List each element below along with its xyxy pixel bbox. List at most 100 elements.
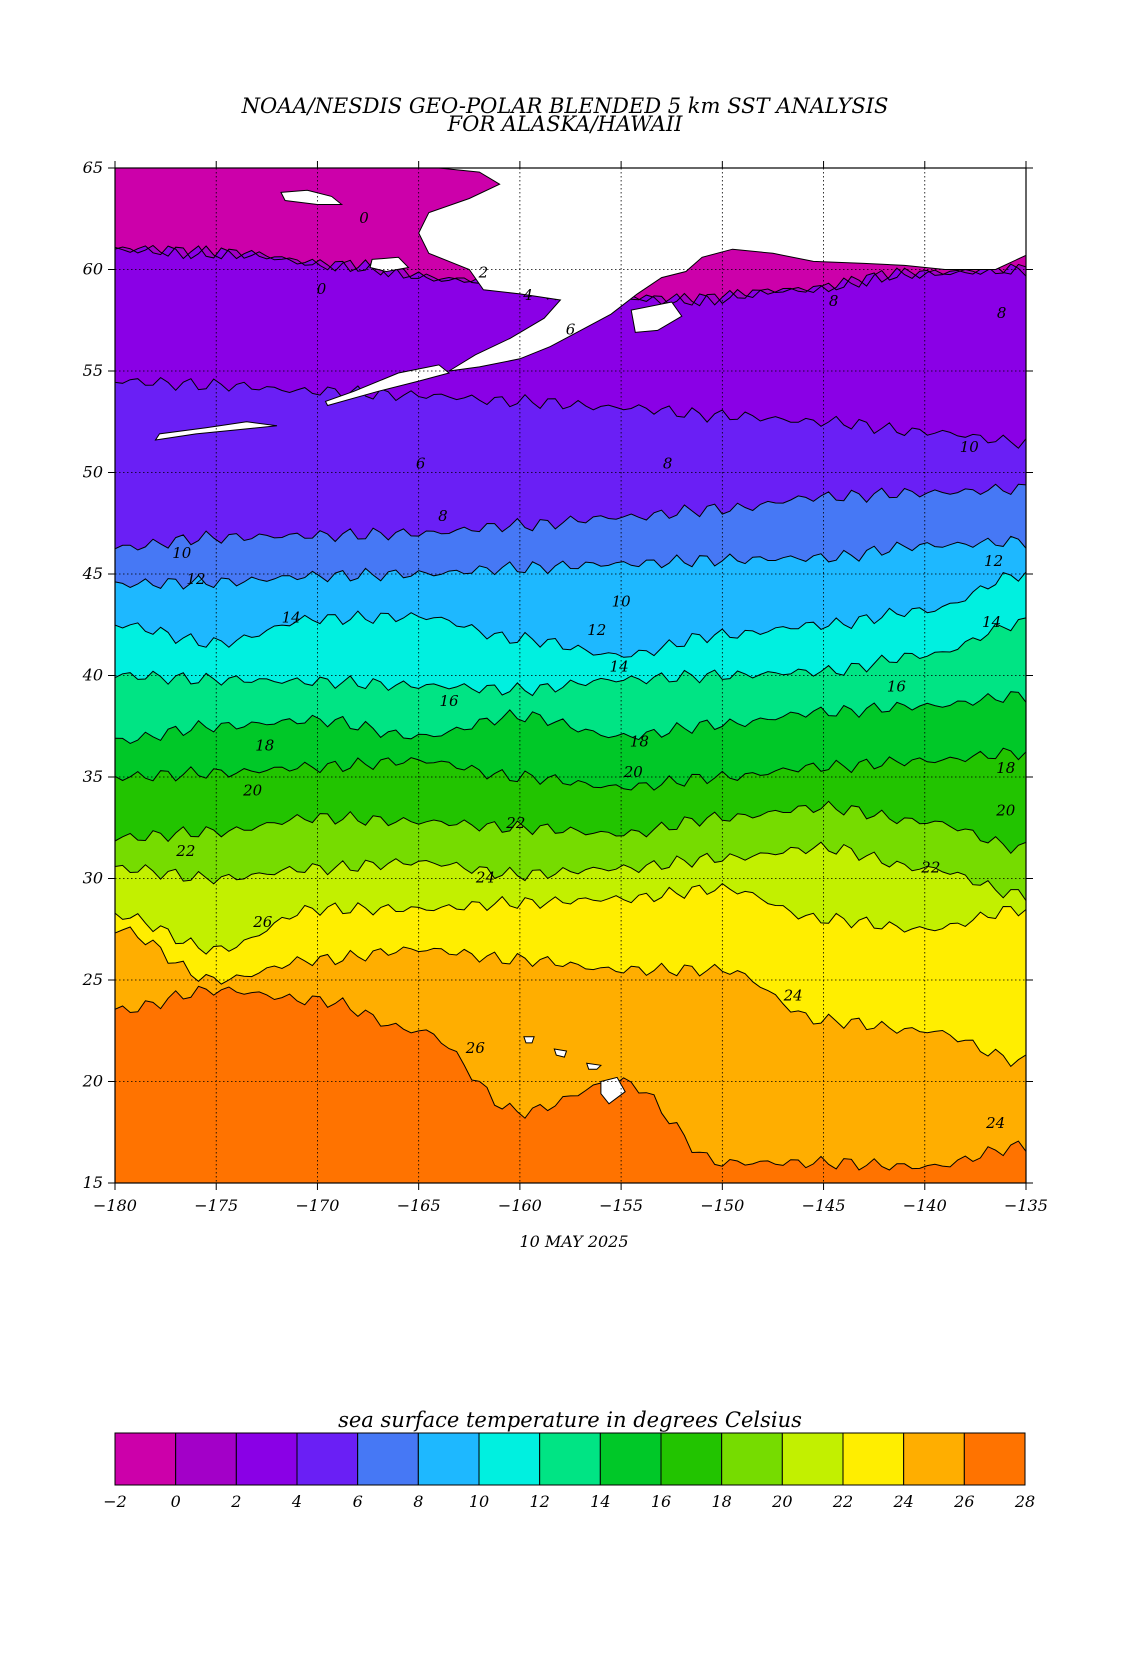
- isotherm-6: [115, 483, 1026, 551]
- kodiak-island: [630, 301, 683, 333]
- colorbar-swatch: [478, 1432, 541, 1486]
- isotherm-4: [115, 376, 1026, 449]
- oahu: [553, 1048, 568, 1058]
- lat-tick-label: 35: [83, 767, 103, 786]
- isotherm-label: 16: [887, 678, 907, 696]
- colorbar-tick-label: 28: [1014, 1492, 1035, 1511]
- lon-tick-label: −160: [498, 1196, 542, 1215]
- analysis-date: 10 MAY 2025: [519, 1232, 628, 1251]
- colorbar-tick-labels: −2 0 2 4 6 8 10 12 14 16 18 20 22 24 26 28: [103, 1492, 1035, 1511]
- colorbar-tick-label: 10: [469, 1492, 489, 1511]
- colorbar-tick-label: 22: [832, 1492, 853, 1511]
- lat-tick-label: 60: [83, 260, 103, 279]
- isotherm-label: 20: [623, 763, 644, 781]
- isotherm-label: 16: [439, 692, 459, 710]
- isotherm-label: 26: [252, 913, 273, 931]
- isotherm-label: 8: [829, 292, 839, 310]
- nunivak-island: [369, 256, 410, 273]
- aleutians-central: [154, 421, 278, 441]
- isotherm-12: [115, 617, 1026, 697]
- colorbar-swatch: [357, 1432, 419, 1486]
- colorbar-swatch: [599, 1432, 662, 1486]
- isotherm-label: 24: [783, 986, 803, 1004]
- isotherm-label: 12: [984, 552, 1003, 570]
- isotherm-label: 6: [566, 320, 576, 338]
- isotherm-26: [115, 985, 1026, 1171]
- isotherm-label: 0: [359, 209, 369, 227]
- lat-lon-grid: [115, 168, 1026, 1183]
- colorbar-swatch: [296, 1432, 359, 1486]
- colorbar-tick-label: 12: [529, 1492, 549, 1511]
- isotherm-label: 10: [172, 544, 192, 562]
- lon-tick-label: −165: [397, 1196, 441, 1215]
- lat-tick-label: 25: [82, 970, 103, 989]
- lat-tick-label: 55: [83, 361, 103, 380]
- colorbar-swatch: [903, 1432, 965, 1486]
- isotherm-label: 10: [612, 592, 632, 610]
- isotherm-10: [115, 571, 1026, 658]
- colorbar-tick-label: 6: [353, 1492, 363, 1511]
- isotherm-label: 4: [522, 286, 533, 304]
- colorbar-tick-label: 0: [171, 1492, 181, 1511]
- lon-tick-label: −135: [1004, 1196, 1048, 1215]
- colorbar-title: sea surface temperature in degrees Celsi…: [338, 1408, 802, 1432]
- colorbar-swatch: [417, 1432, 480, 1486]
- isotherm-label: 8: [997, 304, 1007, 322]
- colorbar-tick-label: −2: [103, 1492, 127, 1511]
- aleutians-east: [324, 364, 451, 407]
- isotherm-8: [115, 535, 1026, 590]
- lat-tick-label: 50: [83, 463, 103, 482]
- isotherm-24: [115, 926, 1026, 1068]
- band-above-26: [115, 986, 1026, 1183]
- isotherm-label: 10: [960, 438, 980, 456]
- isotherm-label: 12: [186, 570, 205, 588]
- isotherm-label: 26: [465, 1039, 486, 1057]
- hawaii-big-island: [600, 1076, 626, 1105]
- lon-tick-label: −140: [903, 1196, 947, 1215]
- colorbar-swatch: [539, 1432, 601, 1486]
- isotherm-20: [115, 841, 1026, 901]
- isotherm-label: 22: [175, 842, 195, 860]
- isotherm-label: 8: [663, 454, 673, 472]
- isotherm-label: 6: [416, 454, 426, 472]
- isotherm-label: 14: [610, 657, 629, 675]
- isotherm-label: 8: [438, 507, 448, 525]
- lon-tick-label: −180: [93, 1196, 137, 1215]
- colorbar-tick-label: 26: [953, 1492, 974, 1511]
- isotherm-label: 22: [505, 814, 525, 832]
- temperature-bands: [115, 168, 1026, 1183]
- colorbar-tick-label: 2: [230, 1492, 241, 1511]
- isotherm-label: 18: [996, 759, 1015, 777]
- isotherm-label: 2: [478, 264, 489, 282]
- colorbar-swatch: [114, 1432, 177, 1486]
- colorbar-swatch: [235, 1432, 298, 1486]
- colorbar-swatch: [660, 1432, 723, 1486]
- colorbar-swatch: [175, 1432, 237, 1486]
- lon-tick-label: −175: [194, 1196, 238, 1215]
- colorbar-tick-label: 24: [892, 1492, 913, 1511]
- isotherm-label: 18: [255, 737, 274, 755]
- isotherm-label: 22: [920, 858, 940, 876]
- isotherm-label: 24: [985, 1114, 1005, 1132]
- lat-tick-label: 40: [82, 666, 103, 685]
- isotherm-label: 14: [282, 609, 301, 627]
- alaska-mainland: [418, 168, 1026, 372]
- lon-tick-label: −170: [295, 1196, 339, 1215]
- colorbar-tick-label: 18: [711, 1492, 731, 1511]
- isotherm-label: 18: [630, 733, 649, 751]
- lat-tick-label: 30: [83, 869, 103, 888]
- st-lawrence-island: [280, 189, 344, 205]
- colorbar: [114, 1432, 1026, 1486]
- isotherm-14: [115, 691, 1026, 744]
- isotherm-label: 20: [995, 802, 1016, 820]
- lat-tick-label: 65: [83, 158, 103, 177]
- colorbar-tick-label: 16: [651, 1492, 671, 1511]
- colorbar-swatch: [963, 1432, 1026, 1486]
- colorbar-swatch: [721, 1432, 783, 1486]
- lat-tick-label: 15: [83, 1173, 103, 1192]
- figure-title-line1: NOAA/NESDIS GEO-POLAR BLENDED 5 km SST A…: [241, 94, 889, 118]
- longitude-tick-labels: −180 −175 −170 −165 −160 −155 −150 −145 −140 −135: [93, 161, 1048, 1215]
